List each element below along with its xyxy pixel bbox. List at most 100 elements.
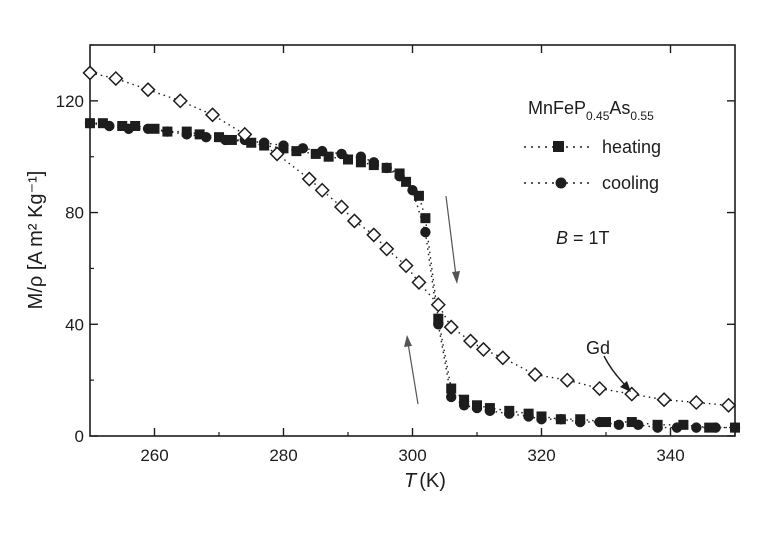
point-cooling-7	[220, 134, 231, 146]
point-cooling-32	[633, 419, 644, 431]
point-gd-26	[720, 397, 737, 413]
point-heating-22	[413, 190, 424, 201]
point-cooling-31	[613, 419, 625, 431]
point-cooling-37	[729, 422, 741, 433]
x-axis-title: T (K)	[404, 470, 446, 492]
y-tick-label-40: 40	[65, 315, 84, 334]
heating-direction-arrowhead	[404, 335, 412, 347]
point-gd-5	[237, 126, 253, 142]
point-cooling-22	[458, 400, 470, 411]
x-tick-label-260: 260	[140, 446, 168, 465]
point-heating-1	[97, 118, 108, 129]
y-axis-title: M/ρ [A m² Kg⁻¹]	[25, 171, 47, 310]
field-annotation: B = 1T	[556, 228, 610, 248]
point-heating-7	[194, 129, 205, 140]
series-line-cooling	[89, 122, 735, 429]
axis-ticks: 260 280 300 320 340 0 40 80 120	[56, 44, 736, 465]
plot-frame	[89, 44, 736, 437]
point-gd-12	[379, 241, 395, 257]
point-cooling-35	[691, 422, 702, 433]
series-gd	[82, 65, 737, 413]
point-gd-3	[172, 93, 188, 109]
point-cooling-14	[355, 151, 367, 162]
series-cooling	[84, 118, 741, 433]
y-tick-label-80: 80	[65, 204, 84, 223]
legend: MnFeP0.45As0.55 heating cooling	[524, 98, 661, 193]
point-cooling-15	[368, 157, 379, 168]
point-gd-21	[559, 372, 575, 388]
point-gd-1	[108, 70, 124, 87]
point-heating-14	[310, 148, 321, 159]
legend-cooling-label: cooling	[602, 173, 659, 193]
point-cooling-27	[536, 414, 547, 425]
point-gd-22	[591, 380, 608, 397]
point-heating-34	[601, 417, 611, 428]
point-heating-2	[117, 120, 128, 131]
point-cooling-28	[555, 414, 567, 425]
point-cooling-6	[200, 131, 212, 143]
heating-direction-arrow	[407, 342, 419, 405]
point-heating-10	[246, 137, 257, 148]
point-cooling-33	[652, 422, 663, 433]
x-tick-label-320: 320	[527, 446, 555, 465]
point-gd-14	[411, 274, 427, 290]
plot-border	[89, 44, 736, 437]
series-line-heating	[90, 122, 735, 429]
point-cooling-1	[104, 120, 115, 132]
point-cooling-24	[484, 405, 496, 417]
point-gd-13	[398, 258, 414, 274]
x-tick-label-340: 340	[656, 446, 684, 465]
x-tick-label-300: 300	[398, 446, 426, 465]
point-heating-24	[433, 313, 444, 324]
point-cooling-25	[504, 408, 515, 419]
point-cooling-13	[336, 148, 347, 160]
point-cooling-34	[671, 422, 683, 433]
point-gd-25	[688, 394, 704, 411]
point-heating-25	[446, 383, 457, 394]
point-heating-26	[459, 394, 470, 405]
point-cooling-3	[142, 123, 154, 134]
point-cooling-19	[420, 226, 431, 238]
point-cooling-2	[123, 123, 134, 134]
point-cooling-0	[84, 118, 96, 129]
point-heating-15	[323, 151, 334, 162]
point-gd-6	[269, 146, 285, 162]
point-cooling-4	[162, 126, 173, 137]
point-heating-3	[130, 120, 141, 131]
point-cooling-11	[297, 143, 309, 154]
point-gd-7	[301, 171, 317, 187]
cooling-direction-arrow	[445, 195, 457, 277]
point-gd-0	[82, 65, 98, 81]
point-cooling-30	[594, 416, 605, 428]
point-gd-18	[475, 341, 492, 357]
series-layer	[82, 65, 741, 433]
series-heating	[85, 118, 740, 433]
point-gd-10	[346, 213, 363, 229]
gd-annotation-arrow	[603, 355, 629, 389]
point-gd-15	[430, 297, 446, 313]
point-cooling-5	[181, 129, 192, 140]
point-gd-16	[443, 319, 459, 335]
legend-heating-label: heating	[602, 137, 661, 157]
point-gd-4	[204, 107, 221, 123]
point-cooling-21	[446, 391, 457, 403]
point-gd-2	[140, 82, 156, 98]
legend-cooling-marker	[555, 177, 567, 189]
point-gd-8	[314, 182, 330, 198]
point-cooling-18	[407, 185, 418, 196]
point-cooling-12	[317, 145, 328, 157]
point-cooling-9	[258, 137, 270, 148]
y-tick-label-0: 0	[75, 427, 84, 446]
point-gd-17	[462, 333, 479, 349]
point-cooling-10	[278, 140, 289, 151]
point-gd-9	[333, 199, 350, 215]
point-heating-35	[626, 417, 637, 428]
point-gd-24	[656, 392, 672, 408]
point-cooling-20	[433, 319, 444, 330]
point-heating-13	[291, 146, 302, 157]
point-cooling-26	[523, 411, 534, 422]
gd-annotation-label: Gd	[586, 338, 610, 358]
point-cooling-17	[394, 171, 405, 182]
y-tick-label-120: 120	[56, 92, 84, 111]
